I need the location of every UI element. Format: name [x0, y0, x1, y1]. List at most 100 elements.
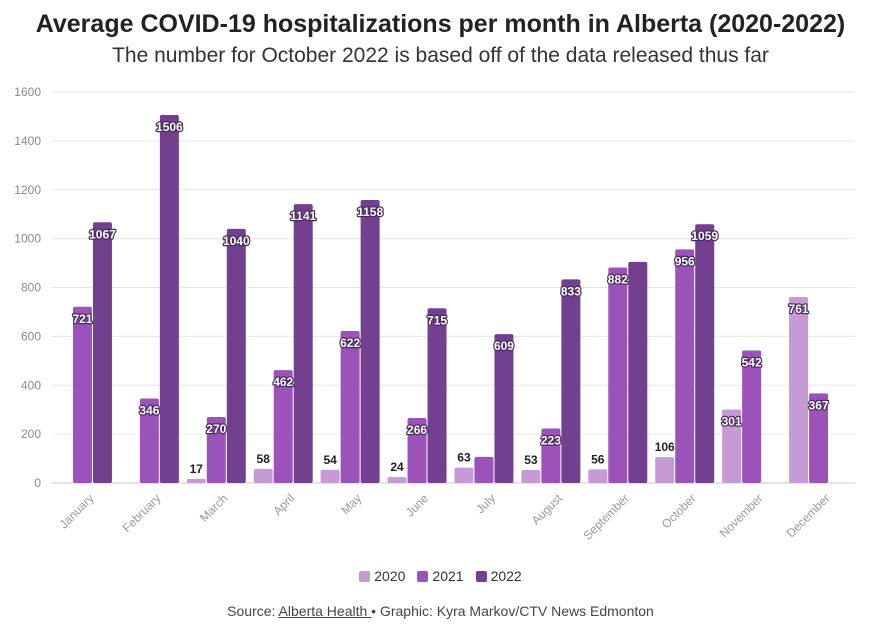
data-label: 1506	[156, 120, 183, 134]
bar-2022-april	[293, 204, 313, 483]
source-link[interactable]: Alberta Health	[278, 603, 372, 619]
bar-2020-may	[320, 469, 340, 483]
data-label: 609	[494, 339, 514, 353]
data-label: 223	[541, 434, 561, 448]
x-tick-label: October	[659, 491, 699, 531]
x-tick-label: May	[338, 491, 364, 517]
data-label: 56	[591, 452, 605, 466]
x-tick-label: August	[529, 491, 566, 528]
source-prefix: Source:	[227, 603, 279, 619]
legend-item-2022[interactable]: 2022	[475, 568, 522, 584]
x-tick-label: December	[784, 491, 833, 540]
data-label: 1158	[357, 205, 383, 219]
bar-2020-december	[789, 297, 809, 483]
bar-2021-september	[608, 267, 628, 483]
data-label: 63	[457, 451, 471, 465]
bar-2021-november	[742, 350, 762, 483]
data-label: 346	[139, 403, 159, 417]
data-label: 715	[427, 313, 447, 327]
bar-2021-january	[72, 306, 92, 483]
bar-2021-april	[273, 370, 293, 483]
data-label: 1040	[223, 234, 250, 248]
y-tick-label: 200	[21, 427, 41, 441]
bar-2021-march	[206, 417, 226, 483]
source-note: Source: Alberta Health • Graphic: Kyra M…	[0, 603, 881, 619]
y-tick-label: 400	[21, 378, 41, 392]
bar-2022-january	[92, 222, 112, 483]
data-label: 301	[722, 414, 742, 428]
bar-2021-february	[139, 398, 159, 483]
legend-swatch-2022	[475, 570, 487, 582]
bar-2020-july	[454, 467, 474, 483]
bar-2022-august	[561, 279, 581, 483]
legend-item-2021[interactable]: 2021	[417, 568, 464, 584]
chart-legend: 2020 2021 2022	[0, 568, 881, 584]
y-tick-label: 800	[21, 281, 41, 295]
bar-2021-december	[809, 393, 829, 483]
source-credit: • Graphic: Kyra Markov/CTV News Edmonton	[371, 603, 654, 619]
legend-label-2020: 2020	[374, 568, 406, 584]
bar-2021-august	[541, 428, 561, 483]
data-label: 266	[407, 423, 427, 437]
bar-2021-june	[407, 417, 427, 483]
y-tick-label: 1400	[14, 134, 41, 148]
data-label: 270	[206, 422, 226, 436]
y-tick-label: 1600	[14, 85, 41, 99]
data-label: 54	[323, 453, 337, 467]
data-label: 17	[190, 462, 204, 476]
bar-2020-june	[387, 477, 407, 483]
data-label: 721	[72, 312, 92, 326]
chart-subtitle: The number for October 2022 is based off…	[112, 44, 769, 67]
data-label: 53	[524, 453, 538, 467]
bar-2021-july	[474, 456, 494, 483]
y-tick-label: 600	[21, 329, 41, 343]
bar-2020-september	[588, 469, 608, 483]
bar-2020-april	[253, 468, 273, 483]
data-label: 58	[257, 452, 271, 466]
bar-2022-july	[494, 334, 514, 483]
bar-2022-may	[360, 200, 380, 484]
y-tick-label: 1200	[14, 183, 41, 197]
bar-2022-october	[695, 224, 715, 483]
x-tick-label: November	[717, 491, 766, 540]
y-tick-label: 1000	[14, 232, 41, 246]
legend-label-2022: 2022	[490, 568, 522, 584]
legend-swatch-2020	[359, 570, 371, 582]
bar-2020-august	[521, 470, 541, 483]
bar-2022-march	[226, 228, 246, 483]
data-label: 1067	[89, 227, 116, 241]
data-label: 367	[809, 398, 829, 412]
bar-2020-november	[722, 409, 742, 483]
bar-2020-october	[655, 457, 675, 483]
x-tick-label: January	[56, 491, 96, 531]
legend-label-2021: 2021	[432, 568, 464, 584]
data-label: 24	[390, 460, 404, 474]
legend-swatch-2021	[417, 570, 429, 582]
x-tick-label: July	[473, 491, 498, 516]
data-label: 462	[273, 375, 293, 389]
bar-2022-february	[159, 114, 179, 483]
data-label: 542	[742, 356, 762, 370]
data-label: 761	[789, 302, 809, 316]
data-label: 1141	[290, 209, 316, 223]
data-label: 956	[675, 254, 695, 268]
y-tick-label: 0	[34, 476, 41, 490]
x-tick-label: February	[120, 491, 164, 535]
data-label: 1059	[691, 229, 718, 243]
bar-2022-september	[628, 261, 648, 483]
data-label: 833	[561, 284, 581, 298]
bar-2021-october	[675, 249, 695, 483]
x-tick-label: March	[197, 491, 230, 524]
chart-title: Average COVID-19 hospitalizations per mo…	[35, 10, 846, 38]
x-tick-label: April	[270, 491, 297, 518]
data-label: 882	[608, 272, 628, 286]
bar-2021-may	[340, 330, 360, 483]
bar-2022-june	[427, 308, 447, 483]
legend-item-2020[interactable]: 2020	[359, 568, 405, 584]
x-tick-label: June	[403, 491, 432, 520]
data-label: 106	[655, 440, 675, 454]
x-tick-label: September	[581, 491, 632, 542]
data-label: 622	[340, 336, 360, 350]
bar-2020-march	[186, 478, 206, 483]
